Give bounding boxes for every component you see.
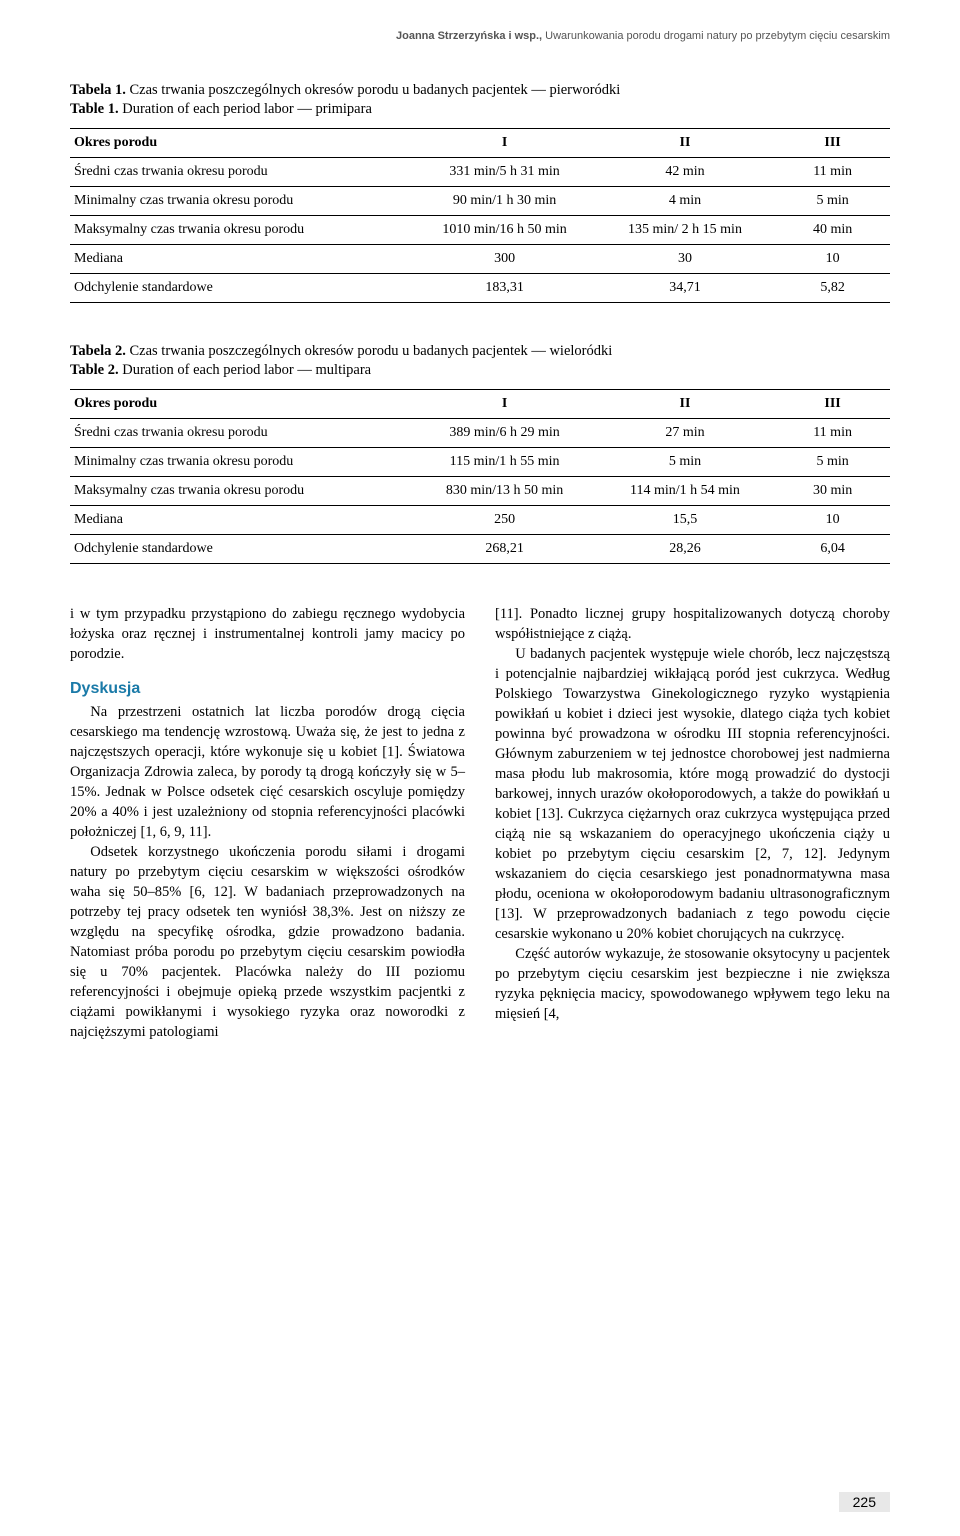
table-cell: 30 [595,245,775,274]
table-cell: 5 min [595,448,775,477]
table-row: Mediana 250 15,5 10 [70,506,890,535]
table-cell: 11 min [775,419,890,448]
paper-page: Joanna Strzerzyńska i wsp., Uwarunkowani… [0,0,960,1536]
body-paragraph: Część autorów wykazuje, że stosowanie ok… [495,944,890,1024]
table-cell: 5 min [775,187,890,216]
table-cell: 34,71 [595,274,775,303]
table-header-cell: II [595,129,775,158]
table-cell: 90 min/1 h 30 min [414,187,594,216]
table-cell: Maksymalny czas trwania okresu porodu [70,477,414,506]
table-2-title-pl: Tabela 2. Czas trwania poszczególnych ok… [70,343,890,360]
table-1-block: Tabela 1. Czas trwania poszczególnych ok… [70,82,890,303]
table-cell: 5 min [775,448,890,477]
table-cell: Odchylenie standardowe [70,535,414,564]
table-cell: 135 min/ 2 h 15 min [595,216,775,245]
table-row: Okres porodu I II III [70,390,890,419]
table-2-title-en: Table 2. Duration of each period labor —… [70,362,890,379]
table-header-cell: Okres porodu [70,390,414,419]
table-row: Średni czas trwania okresu porodu 389 mi… [70,419,890,448]
body-paragraph: Odsetek korzystnego ukończenia porodu si… [70,842,465,1042]
body-paragraph: Na przestrzeni ostatnich lat liczba poro… [70,702,465,842]
table-cell: 28,26 [595,535,775,564]
table-2-caption-en: Duration of each period labor — multipar… [119,362,371,378]
section-heading: Dyskusja [70,678,465,700]
table-cell: 268,21 [414,535,594,564]
table-cell: 300 [414,245,594,274]
table-1-title-pl: Tabela 1. Czas trwania poszczególnych ok… [70,82,890,99]
table-cell: Średni czas trwania okresu porodu [70,419,414,448]
table-cell: Odchylenie standardowe [70,274,414,303]
table-cell: 5,82 [775,274,890,303]
table-cell: 115 min/1 h 55 min [414,448,594,477]
table-cell: 1010 min/16 h 50 min [414,216,594,245]
table-1-title-en: Table 1. Duration of each period labor —… [70,101,890,118]
table-row: Mediana 300 30 10 [70,245,890,274]
table-1: Okres porodu I II III Średni czas trwani… [70,128,890,303]
table-cell: Minimalny czas trwania okresu porodu [70,448,414,477]
table-cell: 11 min [775,158,890,187]
table-2-num-en: Table 2. [70,362,119,378]
table-1-num-pl: Tabela 1. [70,82,126,98]
table-cell: Mediana [70,506,414,535]
table-cell: 183,31 [414,274,594,303]
table-header-cell: I [414,390,594,419]
header-authors: Joanna Strzerzyńska i wsp., [396,30,545,42]
body-paragraph: [11]. Ponadto licznej grupy hospitalizow… [495,604,890,644]
table-header-cell: II [595,390,775,419]
table-cell: 114 min/1 h 54 min [595,477,775,506]
table-cell: Mediana [70,245,414,274]
header-title: Uwarunkowania porodu drogami natury po p… [545,30,890,42]
table-cell: 331 min/5 h 31 min [414,158,594,187]
table-row: Minimalny czas trwania okresu porodu 90 … [70,187,890,216]
table-cell: 10 [775,506,890,535]
table-row: Okres porodu I II III [70,129,890,158]
table-cell: 10 [775,245,890,274]
table-cell: 6,04 [775,535,890,564]
body-columns: i w tym przypadku przystąpiono do zabieg… [70,604,890,1042]
table-cell: Maksymalny czas trwania okresu porodu [70,216,414,245]
table-cell: 830 min/13 h 50 min [414,477,594,506]
table-cell: 30 min [775,477,890,506]
table-2-num-pl: Tabela 2. [70,343,126,359]
table-header-cell: I [414,129,594,158]
table-row: Odchylenie standardowe 268,21 28,26 6,04 [70,535,890,564]
table-row: Maksymalny czas trwania okresu porodu 10… [70,216,890,245]
left-column: i w tym przypadku przystąpiono do zabieg… [70,604,465,1042]
table-row: Odchylenie standardowe 183,31 34,71 5,82 [70,274,890,303]
table-row: Maksymalny czas trwania okresu porodu 83… [70,477,890,506]
right-column: [11]. Ponadto licznej grupy hospitalizow… [495,604,890,1042]
table-row: Minimalny czas trwania okresu porodu 115… [70,448,890,477]
table-cell: Średni czas trwania okresu porodu [70,158,414,187]
table-cell: 42 min [595,158,775,187]
table-2: Okres porodu I II III Średni czas trwani… [70,389,890,564]
table-header-cell: III [775,390,890,419]
table-header-cell: Okres porodu [70,129,414,158]
table-cell: Minimalny czas trwania okresu porodu [70,187,414,216]
page-number: 225 [839,1492,890,1512]
table-header-cell: III [775,129,890,158]
table-1-caption-en: Duration of each period labor — primipar… [119,101,372,117]
table-1-caption-pl: Czas trwania poszczególnych okresów poro… [126,82,620,98]
table-cell: 250 [414,506,594,535]
table-2-block: Tabela 2. Czas trwania poszczególnych ok… [70,343,890,564]
table-cell: 27 min [595,419,775,448]
table-1-num-en: Table 1. [70,101,119,117]
table-cell: 15,5 [595,506,775,535]
running-header: Joanna Strzerzyńska i wsp., Uwarunkowani… [70,30,890,42]
table-cell: 389 min/6 h 29 min [414,419,594,448]
table-2-caption-pl: Czas trwania poszczególnych okresów poro… [126,343,612,359]
table-row: Średni czas trwania okresu porodu 331 mi… [70,158,890,187]
body-paragraph: i w tym przypadku przystąpiono do zabieg… [70,604,465,664]
table-cell: 4 min [595,187,775,216]
table-cell: 40 min [775,216,890,245]
body-paragraph: U badanych pacjentek występuje wiele cho… [495,644,890,944]
